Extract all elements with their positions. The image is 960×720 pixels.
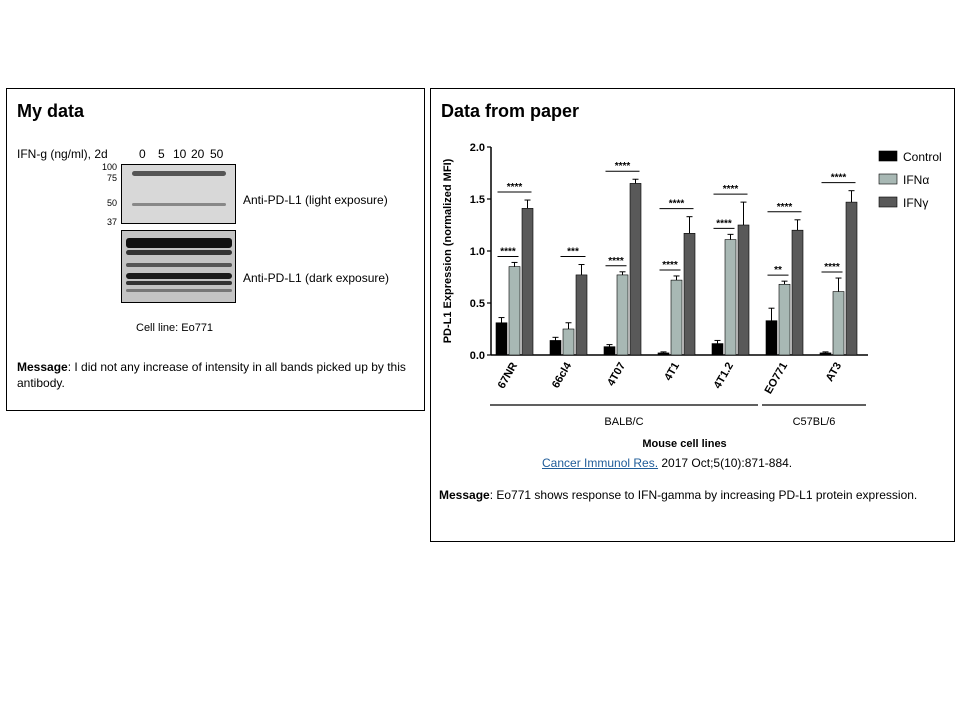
mw-marker-100: 100 <box>101 162 117 172</box>
x-tick-label: 4T1 <box>662 361 682 383</box>
y-tick-label: 1.0 <box>470 246 485 258</box>
my-data-panel: My data IFN-g (ng/ml), 2d 0 5 10 20 50 1… <box>6 88 425 411</box>
my-data-title: My data <box>17 101 85 121</box>
x-tick-label: 4T07 <box>605 361 628 389</box>
group-label: C57BL/6 <box>793 416 836 428</box>
citation-details: 2017 Oct;5(10):871-884. <box>658 456 793 470</box>
significance-label: **** <box>777 202 793 213</box>
x-tick-label: AT3 <box>824 361 844 384</box>
legend-swatch-0 <box>878 150 898 162</box>
bar-4T1-2-2 <box>737 224 750 356</box>
y-tick-label: 0.5 <box>470 298 485 310</box>
x-tick-label: EO771 <box>763 361 791 397</box>
significance-label: ** <box>774 265 782 276</box>
bar-4T07-2 <box>629 183 642 356</box>
significance-label: **** <box>716 218 732 229</box>
bar-AT3-2 <box>845 201 858 356</box>
bar-4T07-1 <box>616 274 629 356</box>
significance-label: **** <box>500 246 516 257</box>
x-tick-label: 4T1.2 <box>712 361 736 391</box>
legend-label-0: Control <box>903 150 942 164</box>
bar-EO771-1 <box>778 283 791 356</box>
paper-message: Message: Eo771 shows response to IFN-gam… <box>439 487 939 503</box>
dark-exposure-label: Anti-PD-L1 (dark exposure) <box>243 271 390 285</box>
dose-10: 10 <box>173 147 187 161</box>
mw-marker-75: 75 <box>106 173 117 183</box>
bar-66cl4-1 <box>562 328 575 356</box>
y-axis-label: PD-L1 Expression (normalized MFI) <box>442 158 454 343</box>
western-blot-dark-exposure <box>121 230 236 303</box>
cell-line-label: Cell line: Eo771 <box>136 322 214 334</box>
paper-data-panel: Data from paper 0.0 0.5 1.0 1.5 2.0 PD-L1 Exp… <box>430 88 955 542</box>
treatment-label: IFN-g (ng/ml), 2d <box>17 147 108 161</box>
legend-swatch-2 <box>878 196 898 208</box>
mw-marker-37: 37 <box>106 217 117 227</box>
x-axis-label: Mouse cell lines <box>642 438 726 450</box>
y-tick-label: 1.5 <box>470 194 485 206</box>
bar-EO771-0 <box>765 320 778 356</box>
dose-20: 20 <box>191 147 205 161</box>
bar-67NR-2 <box>521 208 534 356</box>
dose-5: 5 <box>158 147 165 161</box>
bar-4T1-2-1 <box>724 239 737 356</box>
bar-67NR-1 <box>508 266 521 356</box>
x-tick-label: 66cl4 <box>550 360 575 391</box>
bar-67NR-0 <box>495 322 508 356</box>
bar-EO771-2 <box>791 229 804 356</box>
pd-l1-bar-chart: 0.0 0.5 1.0 1.5 2.0 PD-L1 Expression (normali… <box>442 142 942 450</box>
bar-66cl4-0 <box>549 340 562 356</box>
x-tick-label: 67NR <box>496 360 520 390</box>
paper-message-text: : Eo771 shows response to IFN-gamma by i… <box>489 488 918 502</box>
dose-0: 0 <box>139 147 146 161</box>
citation-link[interactable]: Cancer Immunol Res. <box>542 456 659 470</box>
message-text: : I did not any increase of intensity in… <box>17 360 406 390</box>
y-tick-label: 2.0 <box>470 142 485 154</box>
bar-4T1-2-0 <box>711 343 724 356</box>
significance-label: **** <box>662 260 678 271</box>
dose-50: 50 <box>210 147 224 161</box>
bar-4T1-0 <box>657 352 670 356</box>
significance-label: **** <box>824 262 840 273</box>
light-exposure-label: Anti-PD-L1 (light exposure) <box>243 193 388 207</box>
legend-label-1: IFNα <box>903 173 929 187</box>
bar-AT3-1 <box>832 291 845 356</box>
citation: Cancer Immunol Res. 2017 Oct;5(10):871-8… <box>542 456 792 470</box>
group-label: BALB/C <box>604 416 643 428</box>
significance-label: *** <box>567 247 579 258</box>
y-tick-label: 0.0 <box>470 350 485 362</box>
bar-4T1-2 <box>683 233 696 356</box>
significance-label: **** <box>669 199 685 210</box>
significance-label: **** <box>615 161 631 172</box>
bar-4T07-0 <box>603 346 616 356</box>
legend-label-2: IFNγ <box>903 196 928 210</box>
significance-label: **** <box>831 173 847 184</box>
bar-4T1-1 <box>670 279 683 356</box>
significance-label: **** <box>723 184 739 195</box>
paper-message-label: Message <box>439 488 490 502</box>
message-label: Message <box>17 360 68 374</box>
western-blot-light-exposure <box>121 164 236 224</box>
legend-swatch-1 <box>878 173 898 185</box>
bar-AT3-0 <box>819 352 832 356</box>
mw-marker-50: 50 <box>106 198 117 208</box>
significance-label: **** <box>507 182 523 193</box>
my-data-message: Message: I did not any increase of inten… <box>17 359 412 391</box>
significance-label: **** <box>608 256 624 267</box>
bar-66cl4-2 <box>575 274 588 356</box>
paper-data-title: Data from paper <box>441 101 580 121</box>
